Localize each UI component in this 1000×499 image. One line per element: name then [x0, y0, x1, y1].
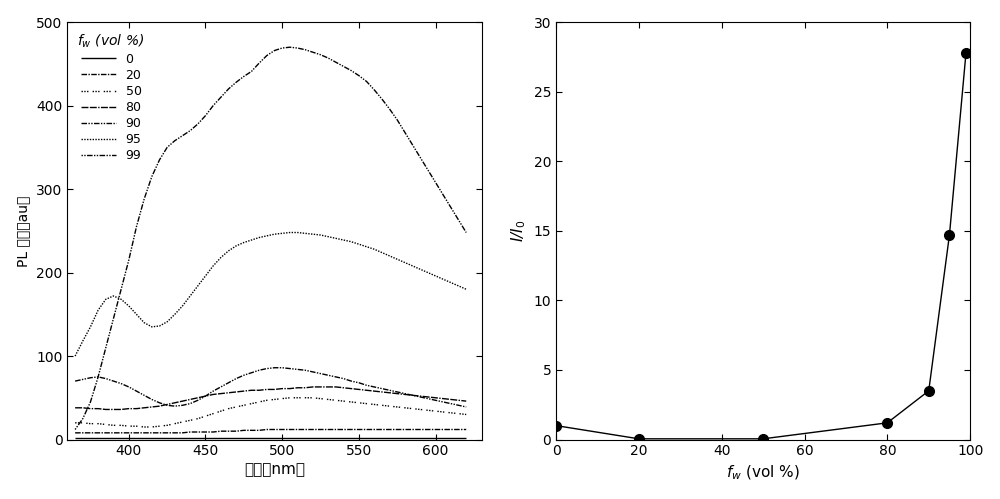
X-axis label: $f_w$ (vol %): $f_w$ (vol %): [726, 464, 800, 483]
Y-axis label: PL 强度（au）: PL 强度（au）: [17, 195, 31, 266]
X-axis label: 波长（nm）: 波长（nm）: [244, 463, 305, 478]
Legend: 0, 20, 50, 80, 90, 95, 99: 0, 20, 50, 80, 90, 95, 99: [74, 28, 148, 166]
Y-axis label: $I$/$I_0$: $I$/$I_0$: [509, 220, 528, 242]
